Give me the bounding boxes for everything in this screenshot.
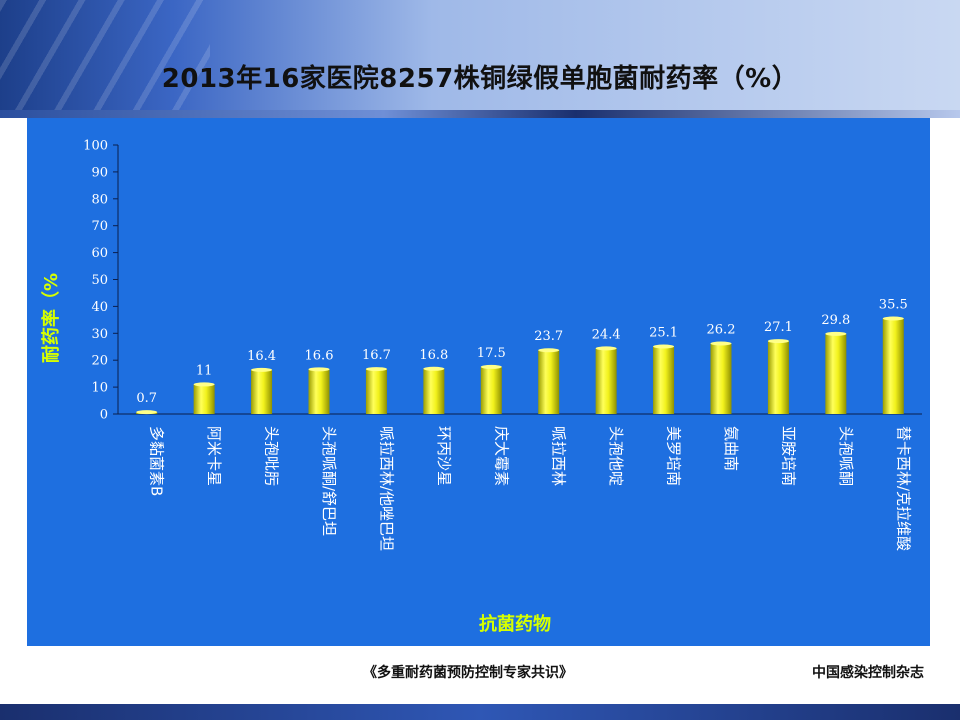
- category-label: 庆大霉素: [492, 426, 510, 486]
- category-label: 替卡西林/克拉维酸: [894, 426, 912, 551]
- y-axis: 0 10 20 30 40 50 60 70 80 90 100: [83, 139, 922, 423]
- y-tick-label: 60: [91, 246, 108, 261]
- bar: [595, 348, 617, 414]
- category-label: 哌拉西林: [550, 426, 568, 486]
- y-tick-label: 90: [91, 165, 108, 180]
- bar: [251, 369, 273, 414]
- header-decoration: [0, 0, 210, 118]
- y-tick-label: 100: [83, 139, 108, 154]
- category-label: 亚胺培南: [779, 426, 797, 486]
- bar: [653, 346, 675, 414]
- category-label: 头孢哌酮/舒巴坦: [320, 426, 338, 536]
- footer-source: 《多重耐药菌预防控制专家共识》: [363, 665, 573, 681]
- value-label: 24.4: [592, 327, 621, 342]
- category-label: 美罗培南: [665, 426, 683, 486]
- bars: [136, 316, 904, 415]
- bar: [480, 366, 502, 414]
- y-tick-label: 20: [91, 354, 108, 369]
- category-label: 阿米卡星: [205, 426, 223, 486]
- category-label: 哌拉西林/他唑巴坦: [377, 426, 395, 551]
- header-band: [0, 0, 960, 118]
- bar-cap: [193, 382, 215, 387]
- bar-cap: [538, 348, 560, 353]
- bar-cap: [825, 331, 847, 336]
- bar-cap: [480, 364, 502, 369]
- bar-cap: [653, 344, 675, 349]
- y-tick-label: 0: [100, 408, 108, 423]
- category-labels: 多黏菌素B 阿米卡星 头孢吡肟 头孢哌酮/舒巴坦 哌拉西林/他唑巴坦 环丙沙星 庆大霉素 哌拉…: [148, 426, 913, 551]
- bar: [193, 384, 215, 414]
- y-tick-label: 40: [91, 300, 108, 315]
- bar: [538, 350, 560, 414]
- footer-journal: 中国感染控制杂志: [812, 665, 924, 681]
- value-label: 16.4: [247, 349, 276, 364]
- y-tick-label: 80: [91, 192, 108, 207]
- value-label: 17.5: [477, 346, 506, 361]
- y-tick-label: 10: [91, 381, 108, 396]
- bar-cap: [365, 367, 387, 372]
- bar-cap: [767, 339, 789, 344]
- bar-cap: [882, 316, 904, 321]
- bar: [710, 343, 732, 414]
- bar: [882, 318, 904, 414]
- value-label: 16.7: [362, 348, 391, 363]
- chart-panel: 0 10 20 30 40 50 60 70 80 90 100 0.7 11 16.4 16.6 16.7…: [27, 118, 930, 646]
- value-label: 0.7: [136, 391, 157, 406]
- category-label: 头孢他啶: [607, 426, 625, 486]
- slide-title: 2013年16家医院8257株铜绿假单胞菌耐药率（%）: [161, 64, 799, 94]
- bar-cap: [423, 366, 445, 371]
- x-axis-title: 抗菌药物: [479, 613, 551, 635]
- value-label: 25.1: [649, 325, 678, 340]
- y-tick-label: 70: [91, 219, 108, 234]
- bar: [767, 341, 789, 414]
- bar-cap: [308, 367, 330, 372]
- value-label: 11: [196, 363, 213, 378]
- category-label: 氨曲南: [722, 426, 740, 471]
- bottom-bar: [0, 704, 960, 720]
- value-labels: 0.7 11 16.4 16.6 16.7 16.8 17.5 23.7 24.4 25.1 26.…: [136, 298, 907, 407]
- bar-cap: [136, 410, 158, 415]
- bar: [365, 369, 387, 414]
- bar-cap: [710, 341, 732, 346]
- value-label: 35.5: [879, 298, 908, 313]
- value-label: 29.8: [821, 313, 850, 328]
- category-label: 多黏菌素B: [148, 426, 166, 496]
- bar-chart: 0 10 20 30 40 50 60 70 80 90 100 0.7 11 16.4 16.6 16.7…: [40, 139, 922, 635]
- bar: [825, 333, 847, 414]
- bar-cap: [595, 346, 617, 351]
- value-label: 16.6: [305, 348, 334, 363]
- bar-cap: [251, 367, 273, 372]
- value-label: 27.1: [764, 320, 793, 335]
- category-label: 头孢吡肟: [263, 426, 281, 486]
- bar: [423, 368, 445, 414]
- category-label: 头孢哌酮: [837, 426, 855, 486]
- y-axis-title: 耐药率（%: [40, 273, 62, 363]
- y-tick-label: 30: [91, 327, 108, 342]
- header-strip: [0, 110, 960, 118]
- category-label: 环丙沙星: [435, 426, 453, 486]
- value-label: 26.2: [707, 323, 736, 338]
- bar: [308, 369, 330, 414]
- value-label: 16.8: [419, 348, 448, 363]
- y-tick-label: 50: [91, 273, 108, 288]
- value-label: 23.7: [534, 329, 563, 344]
